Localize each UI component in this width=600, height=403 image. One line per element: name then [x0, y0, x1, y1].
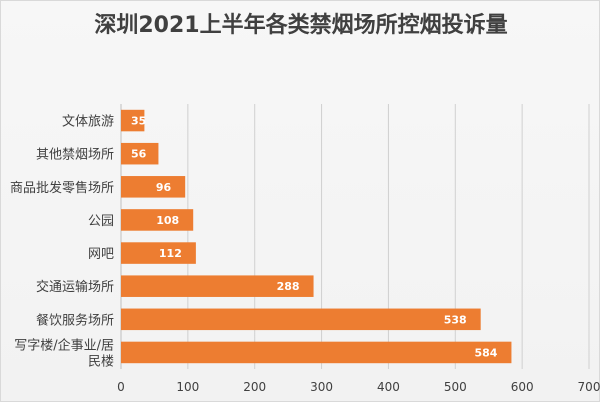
bar — [121, 176, 186, 198]
data-label: 56 — [131, 148, 147, 161]
bar — [121, 209, 194, 231]
bar — [121, 341, 512, 364]
x-tick-label: 200 — [243, 380, 266, 394]
x-tick-label: 700 — [578, 380, 600, 394]
x-axis-ticks: 0 100 200 300 400 500 600 700 — [117, 380, 600, 394]
gridlines — [120, 104, 590, 369]
category-label: 民楼 — [88, 354, 114, 369]
category-label: 写字楼/企事业/居 — [14, 337, 114, 353]
bars: 35 56 96 108 112 288 538 584 — [121, 109, 512, 364]
x-tick-label: 100 — [176, 380, 199, 394]
data-label: 288 — [277, 280, 300, 293]
data-label: 112 — [159, 247, 182, 260]
data-label: 584 — [474, 346, 497, 359]
bar — [121, 109, 145, 132]
x-tick-label: 300 — [310, 380, 333, 394]
category-label: 商品批发零售场所 — [10, 180, 114, 196]
x-tick-label: 400 — [377, 380, 400, 394]
category-label: 交通运输场所 — [36, 279, 114, 295]
category-label: 餐饮服务场所 — [36, 312, 114, 328]
data-label: 96 — [156, 181, 172, 194]
x-tick-label: 600 — [511, 380, 534, 394]
category-label: 公园 — [88, 214, 114, 229]
data-label: 538 — [444, 313, 467, 326]
data-label: 108 — [156, 214, 179, 227]
category-label: 其他禁烟场所 — [36, 148, 114, 163]
x-tick-label: 0 — [117, 380, 125, 394]
category-label: 网吧 — [88, 247, 114, 262]
bar — [121, 308, 481, 331]
category-label: 文体旅游 — [62, 115, 114, 130]
data-label: 35 — [131, 115, 146, 128]
x-tick-label: 500 — [444, 380, 467, 394]
bar — [121, 242, 196, 264]
category-labels: 文体旅游其他禁烟场所商品批发零售场所公园网吧交通运输场所餐饮服务场所写字楼/企事… — [10, 115, 114, 370]
chart-title: 深圳2021上半年各类禁烟场所控烟投诉量 — [94, 12, 507, 38]
bar — [121, 142, 159, 165]
bar — [121, 275, 314, 297]
